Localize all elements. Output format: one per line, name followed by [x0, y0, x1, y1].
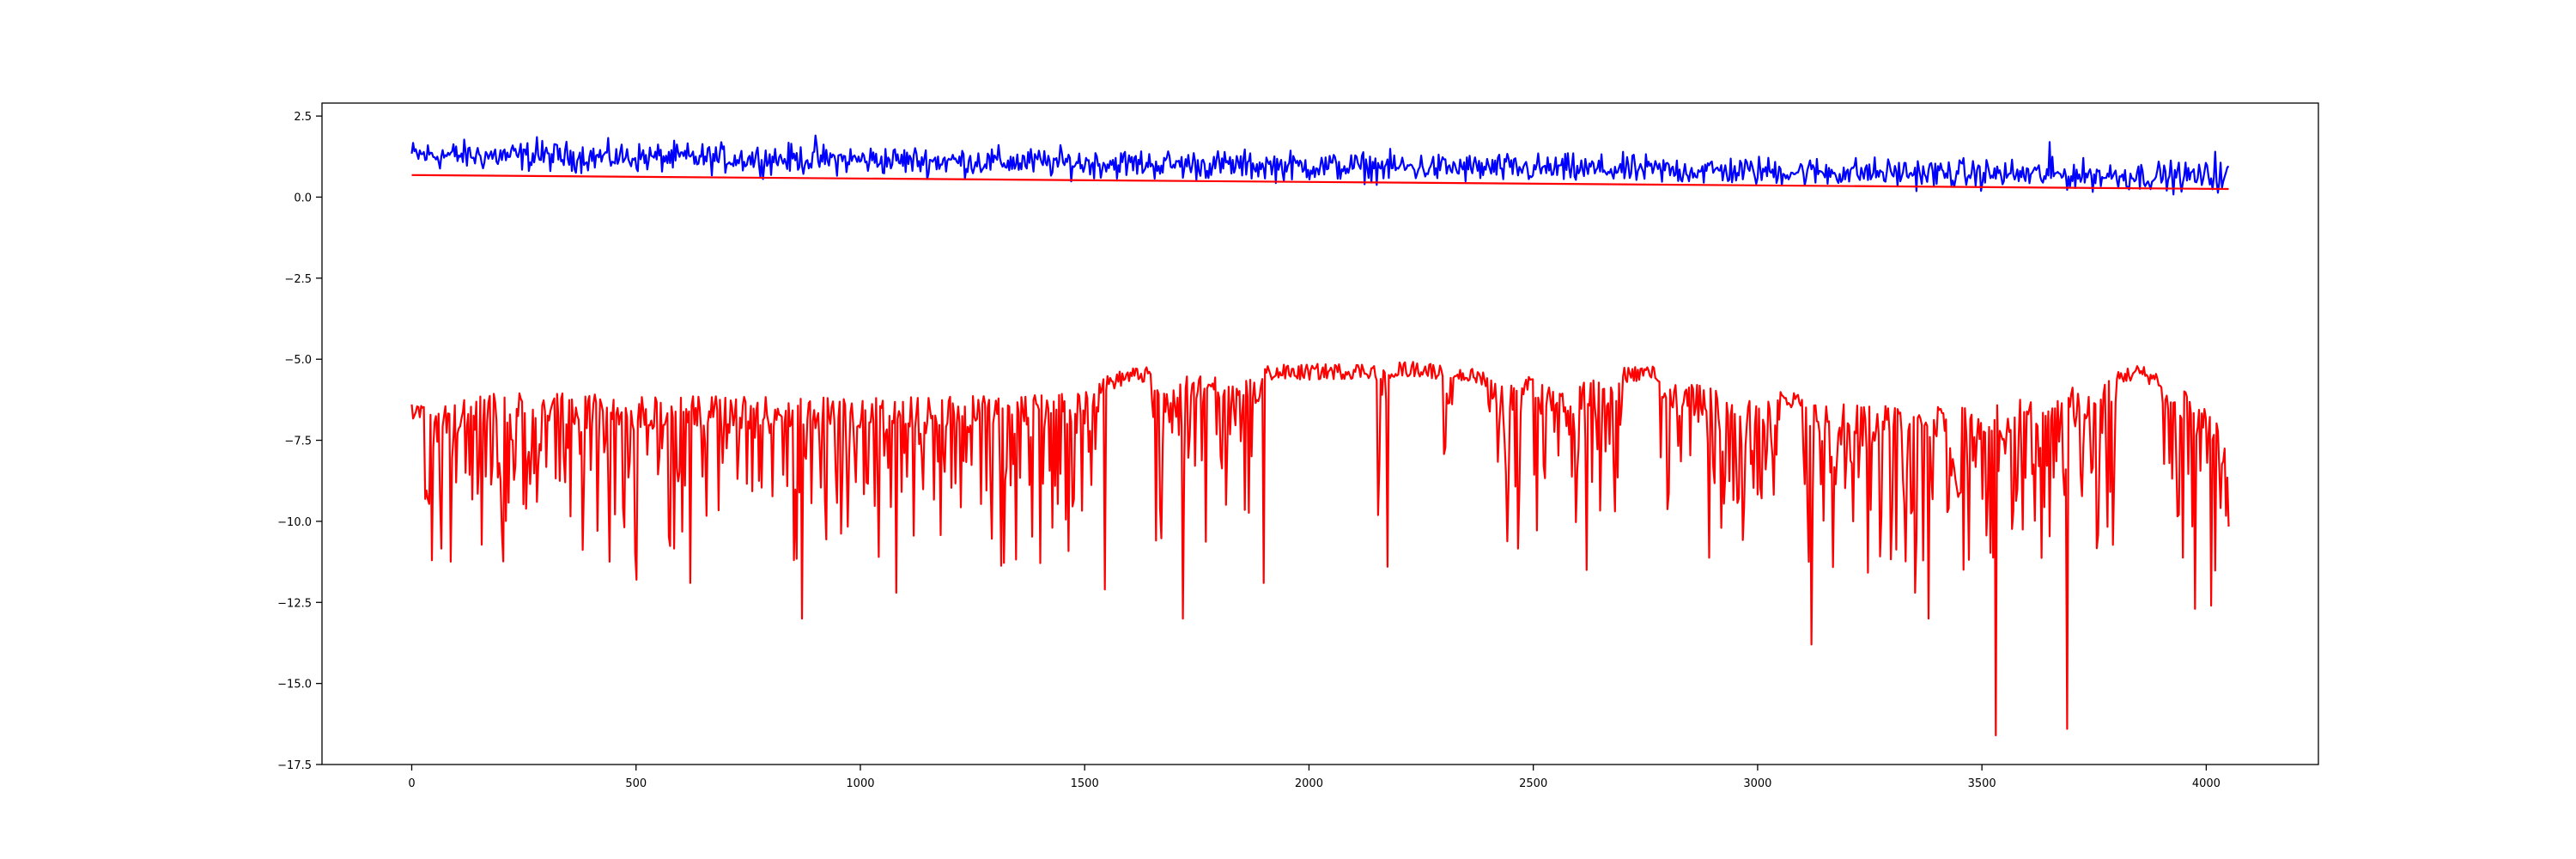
series-line-2	[411, 174, 2229, 191]
x-tick-label: 1000	[846, 777, 874, 790]
x-tick-label: 2000	[1295, 777, 1323, 790]
y-tick-label: 0.0	[294, 192, 312, 204]
x-tick-label: 4000	[2192, 777, 2221, 790]
y-tick-label: −15.0	[277, 679, 312, 691]
x-tick-label: 1500	[1071, 777, 1099, 790]
series-line-1	[410, 134, 2230, 196]
x-tick-label: 2500	[1519, 777, 1547, 790]
y-tick-label: −7.5	[284, 436, 312, 448]
y-tick-label: −5.0	[284, 354, 312, 367]
x-tick-label: 3000	[1743, 777, 1771, 790]
y-tick-label: −12.5	[277, 597, 312, 610]
series-layer	[410, 134, 2230, 737]
y-tick-label: −17.5	[277, 759, 312, 772]
axes-layer: 0 500 1000 1500 2000 2500 3000 3500 4000 2.5 0.0 −2…	[277, 102, 2319, 790]
series-line-3	[410, 361, 2230, 737]
y-tick-label: −10.0	[277, 516, 312, 529]
y-tick-label: −2.5	[284, 273, 312, 286]
x-tick-label: 0	[408, 777, 415, 790]
x-tick-label: 500	[625, 777, 647, 790]
y-tick-label: 2.5	[294, 111, 312, 124]
plot-frame	[321, 102, 2319, 765]
x-tick-label: 3500	[1968, 777, 1996, 790]
